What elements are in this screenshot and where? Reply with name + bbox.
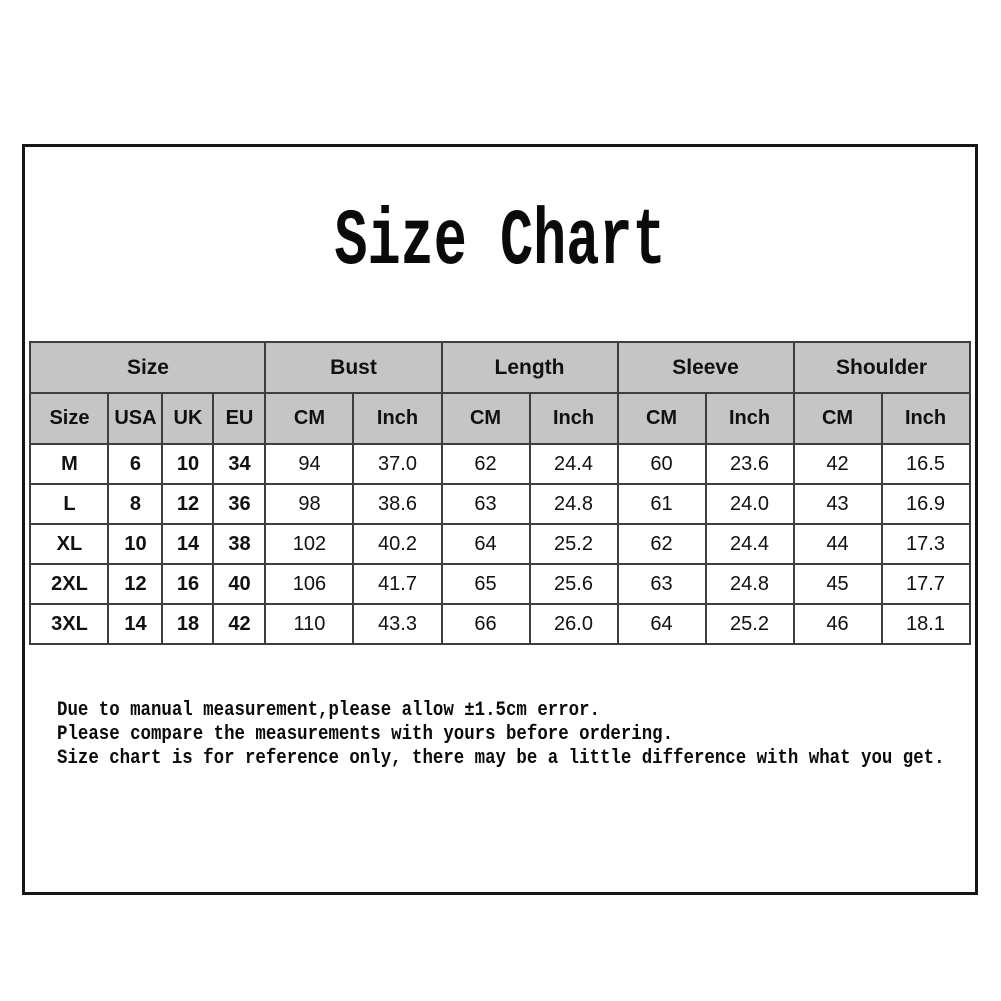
sub-header-bust-inch: Inch <box>352 392 443 445</box>
value-cell-length-cm: 66 <box>440 603 531 645</box>
value-cell-length-cm: 63 <box>440 483 531 525</box>
value-cell-eu: 36 <box>212 483 267 525</box>
value-cell-eu: 34 <box>212 443 267 485</box>
value-cell-sleeve-inch: 23.6 <box>704 443 795 485</box>
value-cell-bust-cm: 110 <box>264 603 355 645</box>
note-line-1: Due to manual measurement,please allow ±… <box>57 699 600 722</box>
value-cell-shoulder-inch: 16.9 <box>880 483 971 525</box>
value-cell-bust-inch: 40.2 <box>352 523 443 565</box>
value-cell-eu: 40 <box>212 563 267 605</box>
sub-header-length-cm: CM <box>440 392 531 445</box>
sub-header-shoulder-cm: CM <box>792 392 883 445</box>
page-title: Size Chart <box>334 197 666 288</box>
value-cell-bust-cm: 102 <box>264 523 355 565</box>
value-cell-length-inch: 24.4 <box>528 443 619 485</box>
sub-header-sleeve-cm: CM <box>616 392 707 445</box>
value-cell-length-inch: 25.2 <box>528 523 619 565</box>
sub-header-size: Size <box>29 392 110 445</box>
value-cell-sleeve-inch: 24.0 <box>704 483 795 525</box>
value-cell-shoulder-inch: 17.7 <box>880 563 971 605</box>
value-cell-uk: 16 <box>161 563 215 605</box>
table-header: Size Bust Length Sleeve Shoulder Size USA UK EU… <box>29 341 971 445</box>
sub-header-uk: UK <box>161 392 215 445</box>
value-cell-uk: 14 <box>161 523 215 565</box>
table-row-l: L 8 12 36 98 38.6 63 24.8 61 24.0 43 16.9 <box>29 483 971 525</box>
value-cell-shoulder-inch: 18.1 <box>880 603 971 645</box>
sub-header-eu: EU <box>212 392 267 445</box>
value-cell-uk: 12 <box>161 483 215 525</box>
size-table: Size Bust Length Sleeve Shoulder Size USA UK EU… <box>29 341 971 645</box>
value-cell-eu: 42 <box>212 603 267 645</box>
value-cell-sleeve-cm: 64 <box>616 603 707 645</box>
group-header-size: Size <box>29 341 267 394</box>
value-cell-sleeve-inch: 25.2 <box>704 603 795 645</box>
sub-header-length-inch: Inch <box>528 392 619 445</box>
table-row-3xl: 3XL 14 18 42 110 43.3 66 26.0 64 25.2 46 18.1 <box>29 603 971 645</box>
group-header-bust: Bust <box>264 341 443 394</box>
group-header-length: Length <box>440 341 619 394</box>
value-cell-usa: 10 <box>107 523 164 565</box>
group-header-row: Size Bust Length Sleeve Shoulder <box>29 341 971 394</box>
sub-header-bust-cm: CM <box>264 392 355 445</box>
value-cell-shoulder-cm: 45 <box>792 563 883 605</box>
size-cell: M <box>29 443 110 485</box>
notes: Due to manual measurement,please allow ±… <box>57 699 945 771</box>
value-cell-uk: 18 <box>161 603 215 645</box>
value-cell-shoulder-cm: 44 <box>792 523 883 565</box>
value-cell-sleeve-inch: 24.4 <box>704 523 795 565</box>
value-cell-length-inch: 26.0 <box>528 603 619 645</box>
value-cell-shoulder-cm: 46 <box>792 603 883 645</box>
value-cell-length-cm: 64 <box>440 523 531 565</box>
value-cell-length-cm: 65 <box>440 563 531 605</box>
value-cell-length-cm: 62 <box>440 443 531 485</box>
note-line-2: Please compare the measurements with you… <box>57 723 674 746</box>
sub-header-shoulder-inch: Inch <box>880 392 971 445</box>
size-cell: XL <box>29 523 110 565</box>
value-cell-usa: 6 <box>107 443 164 485</box>
value-cell-sleeve-cm: 61 <box>616 483 707 525</box>
value-cell-bust-cm: 106 <box>264 563 355 605</box>
value-cell-sleeve-cm: 60 <box>616 443 707 485</box>
value-cell-shoulder-cm: 42 <box>792 443 883 485</box>
group-header-sleeve: Sleeve <box>616 341 795 394</box>
sub-header-row: Size USA UK EU CM Inch CM Inch CM Inch CM Inch <box>29 392 971 445</box>
value-cell-bust-cm: 94 <box>264 443 355 485</box>
value-cell-length-inch: 25.6 <box>528 563 619 605</box>
note-line-3: Size chart is for reference only, there … <box>57 747 945 770</box>
size-cell: 2XL <box>29 563 110 605</box>
value-cell-sleeve-cm: 62 <box>616 523 707 565</box>
value-cell-eu: 38 <box>212 523 267 565</box>
value-cell-bust-inch: 41.7 <box>352 563 443 605</box>
value-cell-sleeve-cm: 63 <box>616 563 707 605</box>
value-cell-length-inch: 24.8 <box>528 483 619 525</box>
value-cell-bust-inch: 37.0 <box>352 443 443 485</box>
table-row-xl: XL 10 14 38 102 40.2 64 25.2 62 24.4 44 17.3 <box>29 523 971 565</box>
table-row-m: M 6 10 34 94 37.0 62 24.4 60 23.6 42 16.5 <box>29 443 971 485</box>
size-cell: 3XL <box>29 603 110 645</box>
content-frame: Size Chart Size Bust Length Sleeve Shoulder … <box>22 144 978 895</box>
size-cell: L <box>29 483 110 525</box>
sub-header-usa: USA <box>107 392 164 445</box>
table-row-2xl: 2XL 12 16 40 106 41.7 65 25.6 63 24.8 45 17.7 <box>29 563 971 605</box>
value-cell-uk: 10 <box>161 443 215 485</box>
table-body: M 6 10 34 94 37.0 62 24.4 60 23.6 42 16.5 L 8 12 36 98 38… <box>29 443 971 645</box>
value-cell-sleeve-inch: 24.8 <box>704 563 795 605</box>
value-cell-usa: 8 <box>107 483 164 525</box>
value-cell-usa: 14 <box>107 603 164 645</box>
value-cell-bust-cm: 98 <box>264 483 355 525</box>
value-cell-usa: 12 <box>107 563 164 605</box>
value-cell-bust-inch: 43.3 <box>352 603 443 645</box>
value-cell-shoulder-inch: 16.5 <box>880 443 971 485</box>
value-cell-bust-inch: 38.6 <box>352 483 443 525</box>
value-cell-shoulder-cm: 43 <box>792 483 883 525</box>
sub-header-sleeve-inch: Inch <box>704 392 795 445</box>
value-cell-shoulder-inch: 17.3 <box>880 523 971 565</box>
group-header-shoulder: Shoulder <box>792 341 971 394</box>
